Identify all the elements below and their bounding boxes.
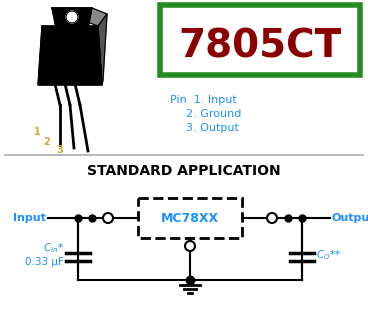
Text: 2: 2 (44, 137, 50, 147)
Text: 7805CT: 7805CT (178, 28, 342, 66)
Text: 2. Ground: 2. Ground (186, 109, 241, 119)
Text: 3. Output: 3. Output (186, 123, 239, 133)
Text: 0.33 μF: 0.33 μF (25, 257, 64, 267)
Polygon shape (98, 14, 107, 85)
Polygon shape (52, 8, 92, 28)
Text: 1: 1 (33, 127, 40, 137)
Bar (160, 5, 360, 75)
Text: MC78XX: MC78XX (161, 212, 219, 224)
Circle shape (66, 11, 78, 23)
Text: Input: Input (13, 213, 46, 223)
Circle shape (185, 241, 195, 251)
Bar (138, 198, 242, 238)
Text: 3: 3 (57, 145, 63, 155)
Circle shape (103, 213, 113, 223)
Circle shape (267, 213, 277, 223)
Polygon shape (52, 8, 107, 26)
Text: $C_O$**: $C_O$** (316, 248, 342, 262)
Polygon shape (38, 26, 102, 85)
Text: Output: Output (332, 213, 368, 223)
Text: $C_{in}$*: $C_{in}$* (43, 241, 64, 255)
Text: STANDARD APPLICATION: STANDARD APPLICATION (87, 164, 281, 178)
Text: Pin  1. Input: Pin 1. Input (170, 95, 237, 105)
